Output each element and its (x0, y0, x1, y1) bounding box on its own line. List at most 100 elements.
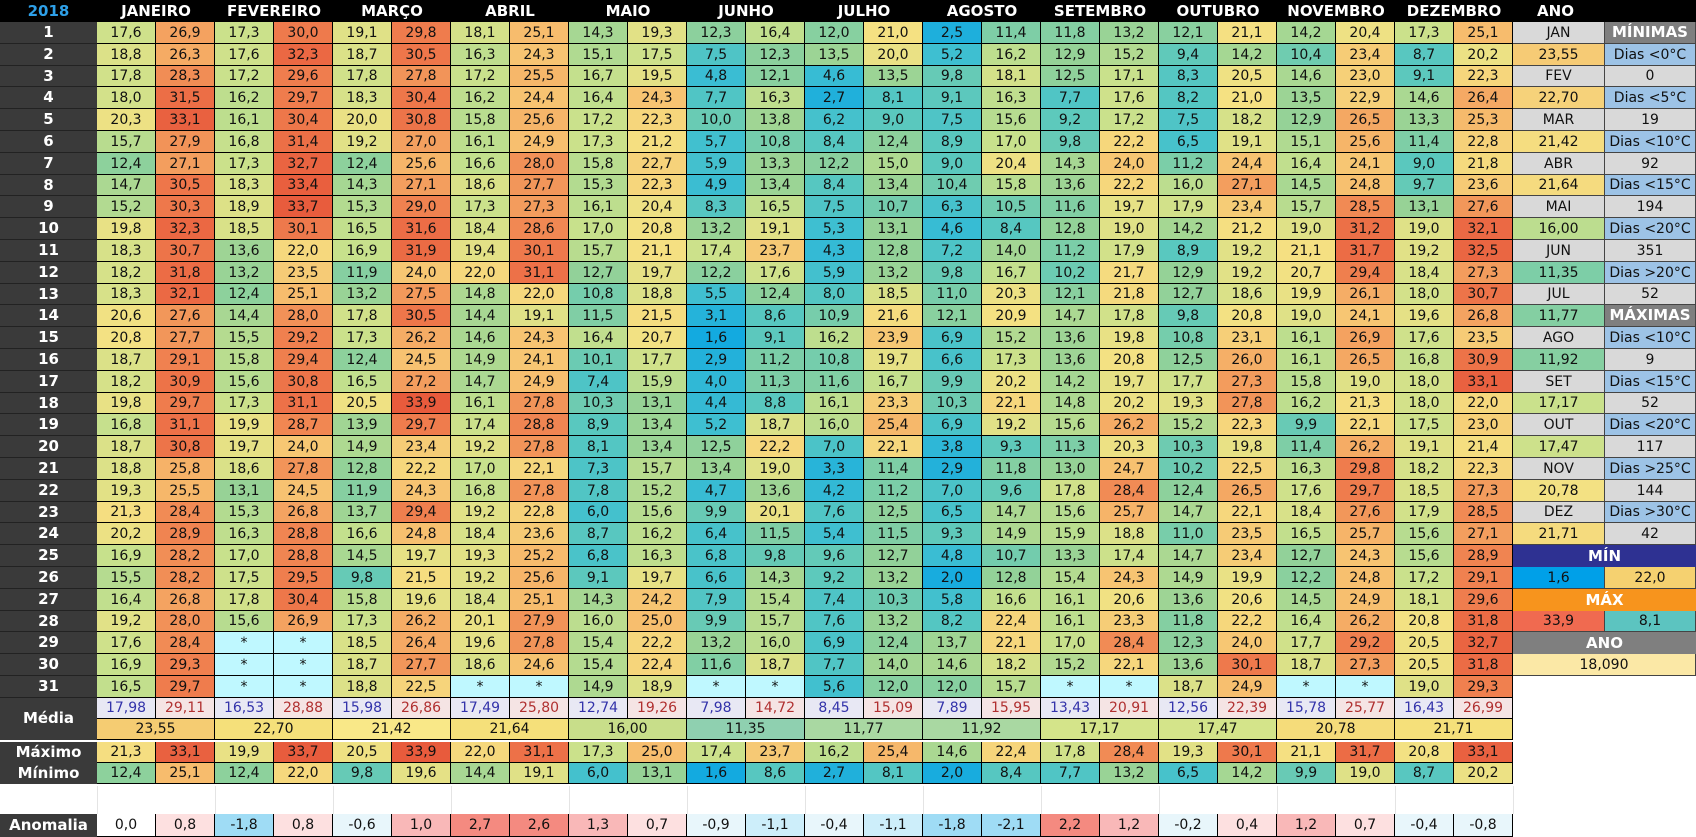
temp-cell: 20,8 (1395, 611, 1454, 632)
day-number: 3 (0, 66, 97, 87)
temp-cell: 12,4 (864, 131, 923, 153)
temp-cell: 24,6 (510, 654, 569, 676)
side-stat: Dias <15°C (1605, 175, 1696, 196)
temp-cell: 16,8 (215, 131, 274, 153)
side-stat: 351 (1605, 240, 1696, 262)
temp-cell: 17,6 (215, 44, 274, 66)
temp-cell: 7,8 (569, 480, 628, 502)
temp-cell: 20,1 (451, 611, 510, 632)
temp-cell: 19,1 (333, 22, 392, 44)
media-max: 14,72 (746, 697, 805, 719)
temp-cell: 27,3 (510, 196, 569, 218)
temp-cell: * (215, 632, 274, 654)
media-avg: 22,70 (215, 718, 333, 740)
temp-cell: 32,1 (156, 284, 215, 305)
side-stat: 19 (1605, 109, 1696, 131)
temp-cell: 27,3 (1336, 654, 1395, 676)
temp-cell: 17,8 (97, 66, 156, 87)
temp-cell: 13,3 (1041, 545, 1100, 567)
temp-cell: 15,9 (1041, 523, 1100, 545)
temp-cell: 14,7 (982, 502, 1041, 523)
temp-cell: 4,4 (687, 393, 746, 414)
day-number: 26 (0, 567, 97, 589)
side-stat: 92 (1605, 153, 1696, 175)
temp-cell: 15,6 (1395, 523, 1454, 545)
temp-cell: 12,8 (333, 458, 392, 480)
temp-cell: 9,0 (1395, 153, 1454, 175)
temp-cell: 10,8 (569, 284, 628, 305)
temp-cell: 7,2 (923, 240, 982, 262)
media-min: 8,45 (805, 697, 864, 719)
temp-cell: 21,5 (392, 567, 451, 589)
temp-cell: 15,4 (569, 654, 628, 676)
temp-cell: 31,9 (392, 240, 451, 262)
temp-cell: 11,6 (1041, 196, 1100, 218)
temp-cell: 12,5 (1041, 66, 1100, 87)
day-number: 24 (0, 523, 97, 545)
temp-cell: 12,4 (746, 284, 805, 305)
temp-cell: 12,2 (805, 153, 864, 175)
side-month-avg: MAI (1513, 196, 1605, 218)
side-month-avg: 16,00 (1513, 218, 1605, 240)
temp-cell: 12,1 (1041, 284, 1100, 305)
temp-cell: 25,1 (274, 284, 333, 305)
temp-cell: 17,0 (451, 458, 510, 480)
temp-cell: 4,6 (805, 66, 864, 87)
anomalia-cell: 2,7 (451, 814, 510, 837)
temp-cell: 19,0 (1277, 218, 1336, 240)
temp-cell: 24,0 (274, 436, 333, 458)
temp-cell: 29,5 (274, 567, 333, 589)
temp-cell: 9,9 (923, 371, 982, 393)
day-number: 5 (0, 109, 97, 131)
temp-cell: 2,0 (923, 567, 982, 589)
temp-cell: 6,8 (569, 545, 628, 567)
temp-cell: 15,2 (1159, 414, 1218, 436)
side-month-avg: 21,64 (1513, 175, 1605, 196)
minimo-label: Mínimo (0, 762, 97, 784)
maximo-cell: 28,4 (1100, 741, 1159, 763)
temp-cell: 8,9 (569, 414, 628, 436)
temp-cell: 13,6 (1041, 327, 1100, 349)
temp-cell: 32,1 (1454, 218, 1513, 240)
temp-cell: 12,3 (1159, 632, 1218, 654)
day-number: 1 (0, 22, 97, 44)
temp-cell: 26,0 (1218, 349, 1277, 371)
temp-cell: 8,2 (1159, 87, 1218, 109)
temp-cell: 24,8 (392, 523, 451, 545)
minimo-cell: 12,4 (215, 762, 274, 784)
temp-cell: 19,2 (97, 611, 156, 632)
temp-cell: 17,3 (1395, 22, 1454, 44)
temp-cell: 24,1 (1336, 153, 1395, 175)
temp-cell: 11,8 (1041, 22, 1100, 44)
min-value: 1,6 (1513, 567, 1605, 589)
temp-cell: 15,7 (97, 131, 156, 153)
temp-cell: 26,5 (1336, 109, 1395, 131)
temp-cell: 14,8 (451, 284, 510, 305)
temp-cell: 12,2 (1277, 567, 1336, 589)
temp-cell: 15,5 (215, 327, 274, 349)
temp-cell: 19,0 (1395, 676, 1454, 698)
temp-cell: 16,1 (1277, 349, 1336, 371)
temp-cell: 11,5 (864, 523, 923, 545)
media-min: 16,43 (1395, 697, 1454, 719)
temp-cell: 20,0 (864, 44, 923, 66)
grid-line (333, 786, 334, 814)
day-number: 23 (0, 502, 97, 523)
temp-cell: 8,8 (746, 393, 805, 414)
side-month-avg: 11,92 (1513, 349, 1605, 371)
temp-cell: 14,6 (923, 654, 982, 676)
temp-cell: 27,2 (392, 371, 451, 393)
temp-cell: 14,5 (333, 545, 392, 567)
temp-cell: 16,9 (333, 240, 392, 262)
anomalia-cell: -0,8 (1454, 814, 1513, 837)
temp-cell: 16,5 (333, 218, 392, 240)
temp-cell: 9,1 (569, 567, 628, 589)
temp-cell: 22,7 (628, 153, 687, 175)
temp-cell: 7,6 (805, 502, 864, 523)
temp-cell: 31,6 (392, 218, 451, 240)
temp-cell: 21,1 (1218, 22, 1277, 44)
temp-cell: 24,3 (628, 87, 687, 109)
media-avg: 17,47 (1159, 718, 1277, 740)
temp-cell: 23,0 (1454, 414, 1513, 436)
temp-cell: 10,2 (1159, 458, 1218, 480)
